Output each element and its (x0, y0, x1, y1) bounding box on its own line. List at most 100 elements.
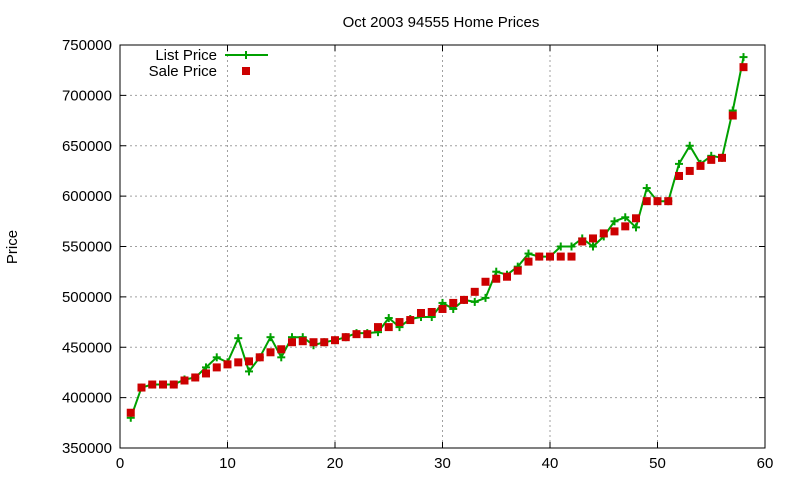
sale-price-point (309, 338, 318, 347)
sale-price-point (384, 323, 393, 332)
sale-price-point (180, 376, 189, 385)
sale-price-point (245, 357, 253, 366)
x-tick-label: 50 (649, 455, 666, 472)
y-tick-label: 750000 (62, 37, 112, 54)
list-price-point (589, 242, 597, 251)
sale-price-point (298, 337, 307, 346)
sale-price-point (685, 166, 694, 175)
x-tick-label: 30 (434, 455, 451, 472)
legend-plus-marker (242, 51, 250, 59)
sale-price-point (632, 214, 640, 223)
grid-lines (120, 45, 765, 448)
list-price-point (632, 223, 640, 232)
sale-price-point (202, 369, 210, 378)
sale-price-point (277, 345, 286, 354)
legend-label-list-price: List Price (155, 47, 217, 64)
sale-price-point (137, 383, 146, 392)
sale-price-point (331, 336, 339, 345)
sale-price-point (449, 298, 458, 307)
sale-price-point (567, 252, 576, 261)
x-tick-label: 60 (757, 455, 774, 472)
sale-price-point (524, 257, 533, 266)
sale-price-point (599, 229, 608, 238)
list-price-point (481, 293, 490, 302)
list-price-point (642, 184, 651, 193)
sale-price-point (578, 237, 587, 246)
list-price-point (266, 333, 275, 342)
sale-price-point (320, 338, 329, 347)
sale-price-point (707, 155, 716, 164)
y-tick-label: 650000 (62, 138, 112, 155)
sale-price-point (503, 272, 511, 281)
sale-price-point (610, 227, 619, 236)
list-price-point (492, 267, 501, 276)
sale-price-point (546, 252, 554, 261)
sale-price-point (642, 197, 651, 206)
sale-price-point (234, 358, 243, 367)
sale-price-point (374, 323, 382, 332)
list-price-point (739, 53, 748, 62)
sale-price-point (513, 266, 522, 275)
list-price-point (610, 217, 619, 226)
sale-price-series (126, 63, 748, 417)
sale-price-point (148, 380, 157, 389)
list-price-point (567, 242, 576, 251)
y-tick-label: 550000 (62, 239, 112, 256)
y-tick-label: 600000 (62, 188, 112, 205)
y-tick-label: 500000 (62, 289, 112, 306)
y-tick-label: 450000 (62, 339, 112, 356)
sale-price-point (492, 274, 501, 283)
x-tick-label: 10 (219, 455, 236, 472)
sale-price-point (653, 197, 662, 206)
list-price-line (129, 56, 745, 419)
list-price-point (675, 159, 683, 168)
legend-label-sale-price: Sale Price (149, 63, 217, 80)
sale-price-point (169, 380, 178, 389)
y-tick-label: 700000 (62, 87, 112, 104)
sale-price-point (126, 408, 135, 417)
x-tick-label: 20 (327, 455, 344, 472)
x-tick-label: 40 (542, 455, 559, 472)
sale-price-point (556, 252, 565, 261)
sale-price-point (191, 373, 200, 382)
sale-price-point (621, 222, 630, 231)
sale-price-point (223, 360, 232, 369)
sale-price-point (266, 348, 275, 357)
sale-price-point (589, 234, 597, 243)
plot-area-frame (119, 44, 766, 449)
legend: List Price Sale Price (149, 47, 268, 80)
sale-price-point (728, 111, 737, 120)
y-tick-label: 350000 (62, 440, 112, 457)
sale-price-point (427, 307, 436, 316)
x-axis: 0 10 20 30 40 50 60 (116, 45, 774, 472)
list-price-point (234, 334, 243, 343)
list-price-point (212, 353, 221, 362)
sale-price-point (341, 333, 350, 342)
list-price-point (685, 141, 694, 150)
sale-price-point (481, 277, 490, 286)
y-axis-label: Price (4, 230, 21, 264)
sale-price-point (255, 353, 264, 362)
legend-marker-list-price (242, 51, 250, 59)
y-axis: 350000 400000 450000 500000 550000 600000 6500… (62, 37, 765, 457)
list-price-point (556, 242, 565, 251)
sale-price-point (470, 287, 479, 296)
sale-price-point (718, 153, 726, 162)
sale-price-point (288, 338, 296, 347)
sale-price-point (417, 308, 425, 317)
sale-price-point (535, 252, 544, 261)
sale-price-point (675, 171, 683, 180)
list-price-point (470, 297, 479, 306)
legend-marker-sale-price (242, 67, 250, 75)
chart-title: Oct 2003 94555 Home Prices (343, 14, 540, 31)
sale-price-point (212, 363, 221, 372)
sale-price-point (352, 330, 361, 339)
list-price-point (621, 213, 630, 222)
sale-price-point (696, 161, 705, 170)
list-price-point (524, 249, 533, 258)
list-price-point (384, 314, 393, 323)
sale-price-point (363, 330, 372, 339)
sale-price-point (406, 316, 415, 325)
y-tick-label: 400000 (62, 390, 112, 407)
